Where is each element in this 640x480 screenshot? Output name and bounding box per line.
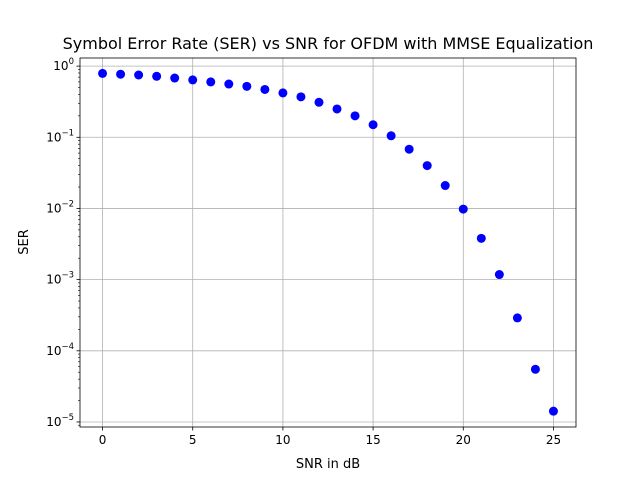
data-point xyxy=(494,270,504,280)
x-tick-label: 25 xyxy=(546,433,561,447)
x-tick-label: 15 xyxy=(365,433,380,447)
data-point xyxy=(170,73,180,83)
data-point xyxy=(224,79,234,89)
x-tick-label: 20 xyxy=(456,433,471,447)
x-tick-label: 0 xyxy=(99,433,107,447)
data-point xyxy=(350,111,360,121)
chart-title: Symbol Error Rate (SER) vs SNR for OFDM … xyxy=(63,34,594,53)
data-point xyxy=(188,75,198,85)
data-point xyxy=(260,84,270,94)
y-axis-label: SER xyxy=(17,229,32,255)
data-point xyxy=(422,161,432,171)
y-tick-label: 100 xyxy=(53,57,74,73)
y-tick-label: 10−1 xyxy=(46,128,74,144)
x-axis-label: SNR in dB xyxy=(296,457,360,472)
axis-ticks: 0 5 10 15 20 25 100 10−1 10−2 10−3 10−4 10−5 xyxy=(46,57,561,447)
plot-frame xyxy=(79,57,577,428)
x-tick-label: 5 xyxy=(189,433,197,447)
y-tick-label: 10−4 xyxy=(46,342,74,358)
data-point xyxy=(404,144,414,154)
data-point xyxy=(386,131,396,141)
data-point xyxy=(530,364,540,374)
data-point xyxy=(548,406,558,416)
data-point xyxy=(278,88,288,98)
data-point xyxy=(242,81,252,91)
data-point xyxy=(98,68,108,78)
grid xyxy=(80,58,576,427)
data-point xyxy=(206,77,216,87)
data-point xyxy=(458,204,468,214)
y-tick-label: 10−3 xyxy=(46,271,74,287)
data-point xyxy=(152,71,162,81)
data-point xyxy=(368,120,378,130)
data-point xyxy=(134,70,144,80)
y-tick-label: 10−2 xyxy=(46,199,74,215)
data-point xyxy=(332,104,342,114)
data-point xyxy=(440,181,450,191)
x-tick-label: 10 xyxy=(275,433,290,447)
data-point xyxy=(314,97,324,107)
data-points xyxy=(98,68,558,416)
data-point xyxy=(512,313,522,323)
y-tick-label: 10−5 xyxy=(46,413,74,429)
data-point xyxy=(296,92,306,102)
data-point xyxy=(116,69,126,79)
data-point xyxy=(476,233,486,243)
